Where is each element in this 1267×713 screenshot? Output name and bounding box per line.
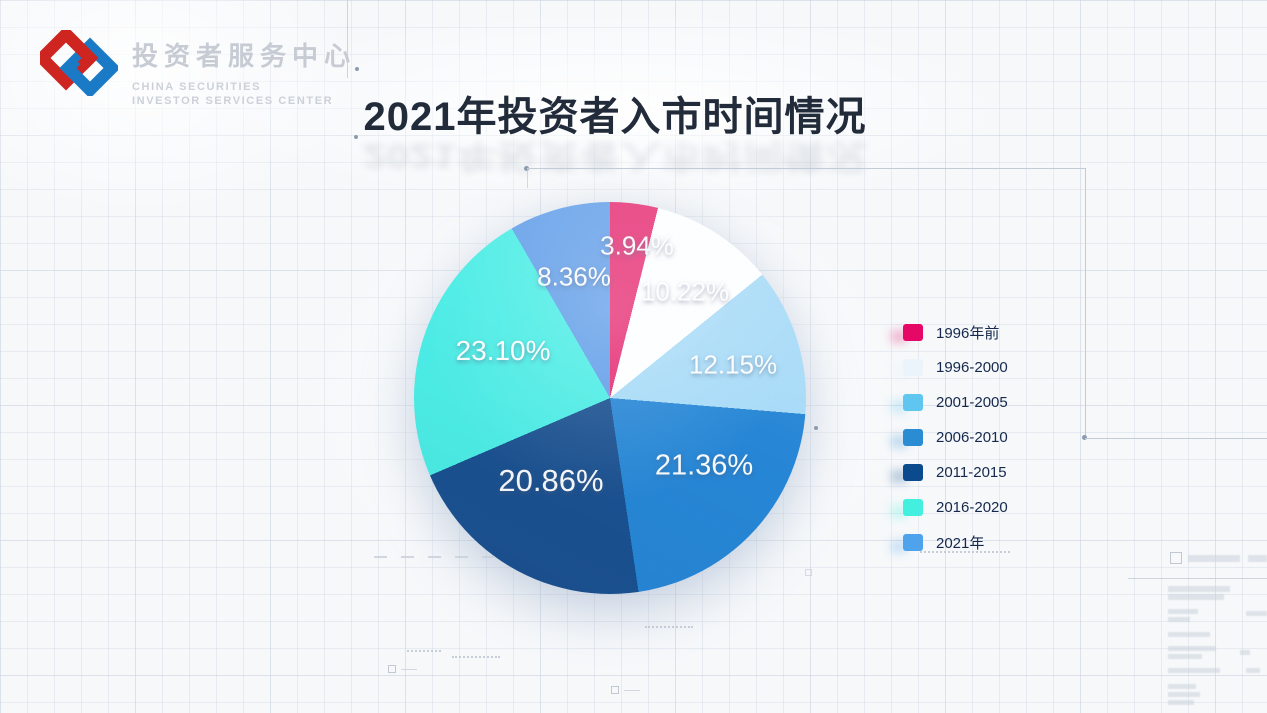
legend-label: 2021年 [936,535,985,552]
legend-swatch [903,359,923,376]
legend-swatch [903,429,923,446]
pie-slice-label: 12.15% [688,349,778,380]
pie-slice-label: 20.86% [498,463,604,498]
legend-label: 2016-2020 [936,499,1008,516]
pie-slice-label: 8.36% [537,261,611,292]
legend-label: 2001-2005 [936,394,1008,411]
legend-swatch [903,534,923,551]
csisc-logo-icon [40,30,118,96]
decor-dash [401,669,417,670]
legend-item: 2011-2015 [903,463,1008,482]
decor-dot [524,166,529,171]
legend-swatch [903,464,923,481]
decor-dot [814,426,818,430]
legend-item: 1996-2000 [903,358,1008,377]
legend-swatch [903,324,923,341]
decor-frame-right [1085,168,1086,438]
legend-item: 1996年前 [903,323,1008,342]
legend-label: 2006-2010 [936,429,1008,446]
decor-square [805,569,812,576]
decor-tick [527,168,528,188]
decor-frame-ext [1085,438,1267,439]
legend-label: 2011-2015 [936,464,1007,481]
decor-dotted-line [452,656,500,658]
decor-dash [624,690,640,691]
pie-chart-area: 3.94% 10.22% 12.15% 21.36% 20.86% 23.10% 8.36% [414,202,806,594]
logo-subtitle-line1: CHINA SECURITIES [132,81,262,93]
decor-dotted-line [645,626,693,628]
logo-title: 投资者服务中心 [132,41,357,71]
pie-slice-label: 3.94% [600,230,674,261]
pie-chart: 3.94% 10.22% 12.15% 21.36% 20.86% 23.10% 8.36% [414,202,806,594]
page-title: 2021年投资者入市时间情况 [363,95,867,139]
decor-dot [1082,435,1087,440]
decor-frame-top [527,168,1085,169]
legend-label: 1996-2000 [936,359,1008,376]
legend-label: 1996年前 [936,325,1000,342]
legend-item: 2006-2010 [903,428,1008,447]
logo: 投资者服务中心 CHINA SECURITIES INVESTOR SERVIC… [40,30,356,108]
legend-item: 2001-2005 [903,393,1008,412]
legend-swatch [903,394,923,411]
decor-dotted-line [407,650,441,652]
legend-item: 2021年 [903,533,1008,552]
legend: 1996年前 1996-2000 2001-2005 2006-2010 2011-20… [903,323,1008,568]
legend-swatch [903,499,923,516]
pie-slice-label: 21.36% [654,449,754,482]
pie-slice-label: 10.22% [640,276,730,307]
logo-subtitle-line2: INVESTOR SERVICES CENTER [132,95,334,107]
decor-square [388,665,396,673]
legend-item: 2016-2020 [903,498,1008,517]
decor-blueprint-block [1128,548,1267,708]
pie-slice-label: 23.10% [455,335,551,366]
decor-square [611,686,619,694]
